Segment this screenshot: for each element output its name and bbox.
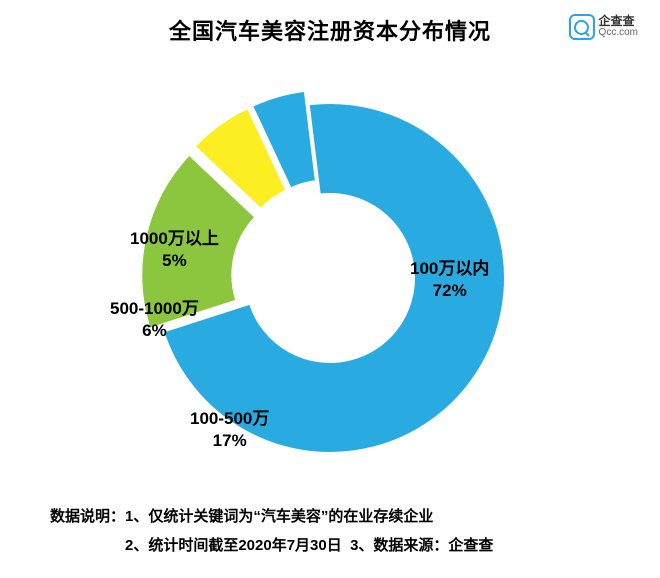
magnifier-icon [569,14,595,40]
footer-notes: 数据说明：1、仅统计关键词为“汽车美容”的在业存续企业 2、统计时间截至2020… [50,503,493,560]
slice-label-2: 500-1000万6% [110,298,199,342]
footer-note-1: 1、仅统计关键词为“汽车美容”的在业存续企业 [125,508,433,525]
footer-prefix: 数据说明： [50,508,125,525]
chart-title: 全国汽车美容注册资本分布情况 [0,0,660,46]
brand-logo: 企查查 Qcc.com [569,14,638,40]
slice-label-1: 100-500万17% [190,408,269,452]
slice-label-3: 1000万以上5% [130,228,219,272]
donut-chart: 100万以内72%100-500万17%500-1000万6%1000万以上5% [120,68,540,488]
footer-note-3: 3、数据来源：企查查 [350,537,493,554]
footer-note-2: 2、统计时间截至2020年7月30日 [125,537,342,554]
logo-url: Qcc.com [599,27,638,39]
logo-name: 企查查 [599,15,638,27]
slice-label-0: 100万以内72% [410,258,489,302]
